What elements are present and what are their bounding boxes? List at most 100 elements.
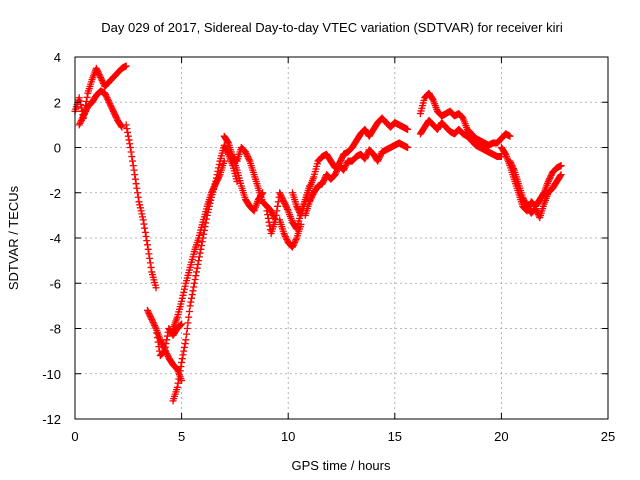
data-point-marker [138, 210, 146, 218]
data-point-marker [141, 224, 149, 232]
data-point-marker [97, 75, 105, 83]
chart-title: Day 029 of 2017, Sidereal Day-to-day VTE… [101, 20, 563, 35]
data-point-marker [80, 112, 88, 120]
data-point-marker [148, 317, 156, 325]
y-tick-label: 2 [54, 95, 61, 110]
data-point-marker [242, 148, 250, 156]
data-point-marker [173, 383, 181, 391]
data-point-marker [272, 211, 280, 219]
data-point-marker [221, 143, 229, 151]
data-point-marker [143, 306, 151, 314]
data-point-marker [333, 168, 341, 176]
data-point-marker [340, 165, 348, 173]
data-point-marker [279, 196, 287, 204]
data-point-marker [319, 178, 327, 186]
data-point-marker [136, 204, 144, 212]
data-point-marker [102, 92, 110, 100]
data-point-marker [161, 347, 169, 355]
data-point-marker [112, 112, 120, 120]
data-point-marker [75, 121, 83, 129]
data-point-marker [532, 206, 540, 214]
data-point-marker [337, 156, 345, 164]
data-point-marker [146, 311, 154, 319]
data-point-marker [274, 202, 282, 210]
data-point-marker [75, 94, 83, 102]
data-point-marker [342, 162, 350, 170]
data-point-marker [209, 186, 217, 194]
data-point-marker [212, 180, 220, 188]
data-point-marker [244, 154, 252, 162]
data-point-marker [519, 193, 527, 201]
data-point-marker [127, 148, 135, 156]
data-point-marker [533, 208, 541, 216]
data-point-marker [95, 70, 103, 78]
data-point-marker [362, 153, 370, 161]
data-point-marker [76, 97, 84, 105]
data-point-marker [178, 358, 186, 366]
data-point-marker [290, 240, 298, 248]
data-point-marker [141, 228, 149, 236]
data-point-marker [506, 157, 514, 165]
data-point-marker [126, 140, 134, 148]
y-axis-label: SDTVAR / TECUs [6, 185, 21, 290]
data-point-marker [264, 211, 272, 219]
data-point-marker [136, 201, 144, 209]
data-point-marker [93, 66, 101, 74]
data-point-marker [320, 175, 328, 183]
data-point-marker [179, 351, 187, 359]
data-point-marker [307, 195, 315, 203]
data-point-marker [214, 175, 222, 183]
data-point-marker [242, 150, 250, 158]
data-point-marker [283, 205, 291, 213]
data-point-marker [128, 153, 136, 161]
data-point-marker [142, 232, 150, 240]
data-point-marker [189, 287, 197, 295]
data-point-marker [188, 294, 196, 302]
data-point-marker [131, 175, 139, 183]
data-point-marker [146, 259, 154, 267]
data-point-marker [557, 162, 565, 170]
data-point-marker [108, 104, 116, 112]
data-point-marker [333, 166, 341, 174]
data-point-marker [208, 187, 216, 195]
data-point-marker [376, 153, 384, 161]
data-point-marker [521, 198, 529, 206]
data-point-marker [152, 325, 160, 332]
data-point-marker [276, 190, 284, 198]
data-point-marker [117, 122, 125, 130]
x-axis-label: GPS time / hours [292, 458, 391, 473]
data-point-marker [306, 198, 314, 206]
x-tick-label: 5 [178, 429, 185, 444]
data-point-marker [82, 106, 90, 114]
data-point-marker [112, 113, 120, 121]
data-point-marker [215, 172, 223, 180]
data-point-marker [77, 118, 85, 126]
data-point-marker [159, 349, 167, 357]
data-point-marker [158, 339, 166, 347]
data-point-marker [196, 249, 204, 257]
data-point-marker [144, 245, 152, 253]
y-tick-label: -10 [42, 367, 61, 382]
data-point-marker [107, 101, 115, 109]
x-tick-label: 0 [71, 429, 78, 444]
data-point-marker [544, 177, 552, 185]
data-point-marker [281, 201, 289, 209]
data-point-marker [501, 149, 509, 157]
data-point-marker [207, 189, 215, 197]
data-point-marker [539, 190, 547, 198]
data-point-marker [341, 163, 349, 171]
data-point-marker [162, 340, 170, 348]
x-tick-label: 15 [388, 429, 402, 444]
x-tick-label: 25 [601, 429, 615, 444]
y-tick-label: -6 [49, 276, 61, 291]
data-point-marker [222, 144, 230, 152]
data-point-marker [180, 285, 188, 293]
data-point-marker [280, 198, 288, 206]
data-point-marker [149, 318, 157, 326]
data-point-marker [153, 334, 161, 342]
data-point-marker [122, 121, 130, 129]
data-point-marker [185, 313, 193, 321]
data-point-marker [154, 338, 162, 346]
data-point-marker [522, 199, 530, 207]
